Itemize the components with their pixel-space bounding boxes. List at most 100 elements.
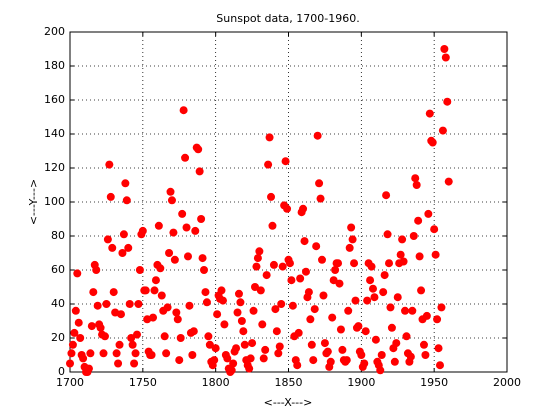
point (411, 174, 420, 183)
point (105, 160, 114, 169)
point (380, 271, 389, 280)
point (256, 286, 265, 295)
point (124, 243, 133, 252)
point (360, 359, 369, 368)
point (131, 349, 140, 358)
x-tick-label: 1850 (275, 376, 303, 389)
x-tick-label: 1800 (202, 376, 230, 389)
point (185, 301, 194, 310)
point (376, 366, 385, 375)
point (336, 325, 345, 334)
point (300, 237, 309, 246)
point (165, 249, 174, 257)
point (433, 315, 442, 324)
y-tick-label: 0 (58, 365, 65, 378)
point (268, 221, 277, 230)
point (367, 262, 376, 271)
point (368, 284, 377, 293)
point (239, 327, 248, 336)
point (357, 351, 366, 359)
point (267, 192, 276, 201)
point (223, 354, 232, 363)
point (149, 313, 158, 322)
point (213, 310, 222, 319)
point (151, 276, 160, 285)
point (68, 340, 77, 349)
point (188, 351, 197, 359)
point (258, 320, 267, 329)
point (87, 322, 96, 331)
point (236, 298, 245, 307)
point (382, 191, 391, 200)
point (217, 286, 226, 295)
point (419, 340, 428, 349)
point (361, 327, 370, 336)
point (264, 160, 273, 169)
point (310, 305, 319, 314)
point (312, 242, 321, 251)
point (92, 266, 101, 274)
point (181, 153, 190, 162)
x-tick-label: 2000 (493, 376, 521, 389)
point (100, 332, 109, 341)
point (99, 349, 108, 358)
point (166, 187, 175, 196)
point (370, 293, 379, 302)
point (278, 262, 287, 271)
point (198, 254, 207, 263)
point (412, 181, 421, 189)
point (237, 317, 246, 325)
point (248, 339, 257, 348)
point (334, 259, 343, 268)
point (323, 347, 332, 356)
point (338, 345, 347, 354)
point (347, 223, 356, 232)
point (335, 279, 344, 288)
point (285, 259, 294, 268)
point (283, 204, 292, 213)
point (261, 345, 270, 354)
point (320, 339, 329, 348)
point (331, 266, 340, 274)
point (67, 349, 76, 358)
point (390, 357, 399, 366)
x-tick-label: 1700 (56, 376, 84, 389)
point (89, 288, 98, 297)
point (211, 344, 220, 353)
point (249, 306, 258, 315)
point (182, 223, 191, 232)
point (437, 303, 446, 312)
point (326, 357, 335, 366)
point (108, 243, 117, 252)
point (259, 354, 268, 363)
point (409, 232, 418, 240)
point (128, 340, 137, 349)
point (150, 286, 159, 295)
y-tick-label: 180 (44, 59, 65, 72)
point (66, 359, 74, 368)
point (415, 252, 424, 261)
point (441, 53, 450, 62)
y-tick-label: 140 (44, 127, 65, 140)
point (274, 349, 283, 358)
point (294, 328, 303, 337)
point (377, 351, 386, 359)
point (233, 308, 242, 317)
point (417, 286, 426, 295)
point (135, 266, 144, 274)
point (179, 106, 188, 115)
point (175, 356, 184, 365)
point (344, 306, 353, 315)
point (379, 288, 388, 297)
point (425, 109, 434, 118)
point (299, 204, 308, 213)
point (127, 334, 136, 342)
point (154, 221, 163, 230)
point (428, 138, 437, 147)
y-tick-label: 200 (44, 25, 65, 38)
point (106, 192, 115, 201)
point (197, 215, 206, 223)
point (218, 296, 227, 305)
point (240, 340, 249, 349)
point (183, 252, 192, 261)
